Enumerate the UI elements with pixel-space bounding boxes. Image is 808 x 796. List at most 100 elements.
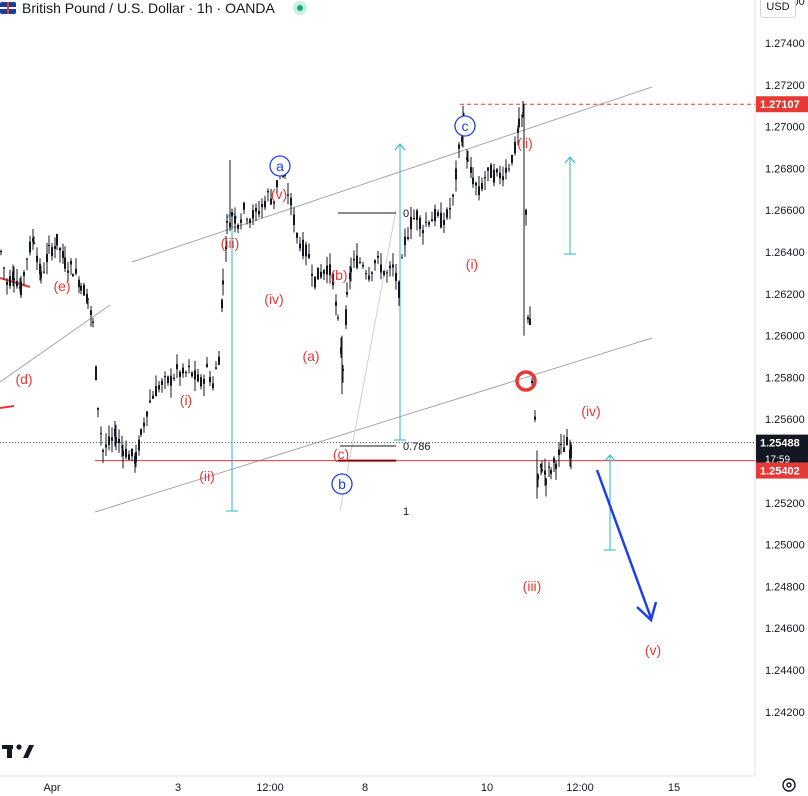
tradingview-logo-icon[interactable] (2, 742, 36, 760)
candle-body (26, 258, 28, 260)
candle-body (484, 176, 486, 179)
candle-body (243, 202, 245, 210)
candle-body (371, 272, 373, 274)
candle-body (9, 276, 11, 286)
candle-body (240, 219, 242, 223)
x-tick-label: Apr (43, 782, 60, 794)
y-tick-label: 1.24600 (765, 623, 805, 635)
candle-body (340, 347, 342, 354)
candle-body (13, 278, 15, 281)
candle-body (149, 400, 151, 403)
candle-body (440, 212, 442, 228)
candle-body (252, 210, 254, 219)
candle-body (380, 264, 382, 273)
candle-body (472, 177, 474, 185)
candle-body (449, 207, 451, 210)
candle-body (203, 378, 205, 384)
candle-body (560, 444, 562, 446)
candle-body (102, 450, 104, 452)
candle-body (3, 267, 5, 269)
candle-body (270, 198, 272, 205)
candle-body (455, 168, 457, 180)
candle-body (95, 366, 97, 380)
candle-body (452, 194, 454, 197)
candle-body (314, 276, 316, 288)
candle-body (329, 264, 331, 276)
y-tick-label: 1.26800 (765, 163, 805, 175)
candle-body (502, 176, 504, 181)
candle-body (78, 279, 80, 288)
wave-label: (b) (330, 267, 347, 283)
candle-body (122, 450, 124, 456)
candle-body (131, 448, 133, 457)
candle-body (493, 169, 495, 183)
candle-body (138, 439, 140, 451)
candle-body (410, 216, 412, 230)
candle-body (299, 243, 301, 249)
candle-body (496, 169, 498, 173)
candle-body (67, 270, 69, 273)
candle-body (173, 377, 175, 380)
candle-body (231, 212, 233, 217)
y-tick-label: 1.24800 (765, 581, 805, 593)
candle-body (326, 265, 328, 275)
symbol-title[interactable]: British Pound / U.S. Dollar · 1h · OANDA (22, 0, 275, 16)
candle-body (249, 219, 251, 223)
wave-label: (e) (53, 278, 70, 294)
candle-body (487, 167, 489, 171)
fib-label: 0.786 (403, 441, 431, 453)
candle-body (428, 222, 430, 225)
gear-icon[interactable] (780, 776, 798, 794)
candle-body (383, 271, 385, 276)
candle-body (308, 253, 310, 258)
candle-body (135, 452, 137, 463)
candle-body (386, 272, 388, 274)
pivot-circle-marker (515, 370, 537, 392)
candle-body (179, 371, 181, 377)
candle-body (170, 375, 172, 386)
currency-button[interactable]: USD (760, 0, 796, 18)
candle-body (419, 217, 421, 229)
y-tick-label: 1.25200 (765, 498, 805, 510)
candle-body (225, 246, 227, 250)
fib-label: 1 (403, 506, 409, 518)
flag-icon (0, 2, 16, 14)
candle-body (72, 274, 74, 277)
candle-body (56, 233, 58, 246)
fib-label: 0 (403, 208, 409, 220)
candle-body (128, 454, 130, 460)
candle-body (422, 230, 424, 234)
candle-body (86, 293, 88, 303)
y-tick-label: 1.27400 (765, 38, 805, 50)
candle-body (46, 253, 48, 263)
candle-body (33, 241, 35, 244)
candle-body (470, 167, 472, 173)
candle-body (12, 271, 14, 281)
candle-body (431, 219, 433, 222)
candle-body (176, 364, 178, 370)
wave-label: (i) (180, 392, 192, 408)
candle-body (218, 356, 220, 365)
y-tick-label: 1.26000 (765, 331, 805, 343)
candle-body (23, 272, 25, 276)
y-tick-label: 1.27000 (765, 122, 805, 134)
candle-body (566, 437, 568, 445)
candle-body (40, 271, 42, 279)
candle-body (237, 224, 239, 229)
y-tick-label: 1.25600 (765, 414, 805, 426)
candle-body (152, 395, 154, 399)
candle-body (296, 233, 298, 238)
candle-body (544, 470, 546, 475)
candle-body (146, 411, 148, 417)
fib-diagonal-line (339, 209, 397, 512)
candle-body (349, 273, 351, 280)
wave-label: (iv) (581, 403, 600, 419)
wave-label: (i) (466, 256, 478, 272)
candle-body (194, 370, 196, 380)
candle-body (518, 118, 520, 127)
candle-body (125, 448, 127, 458)
candle-body (215, 367, 217, 369)
candle-body (346, 291, 348, 295)
y-tick-label: 1.25000 (765, 540, 805, 552)
